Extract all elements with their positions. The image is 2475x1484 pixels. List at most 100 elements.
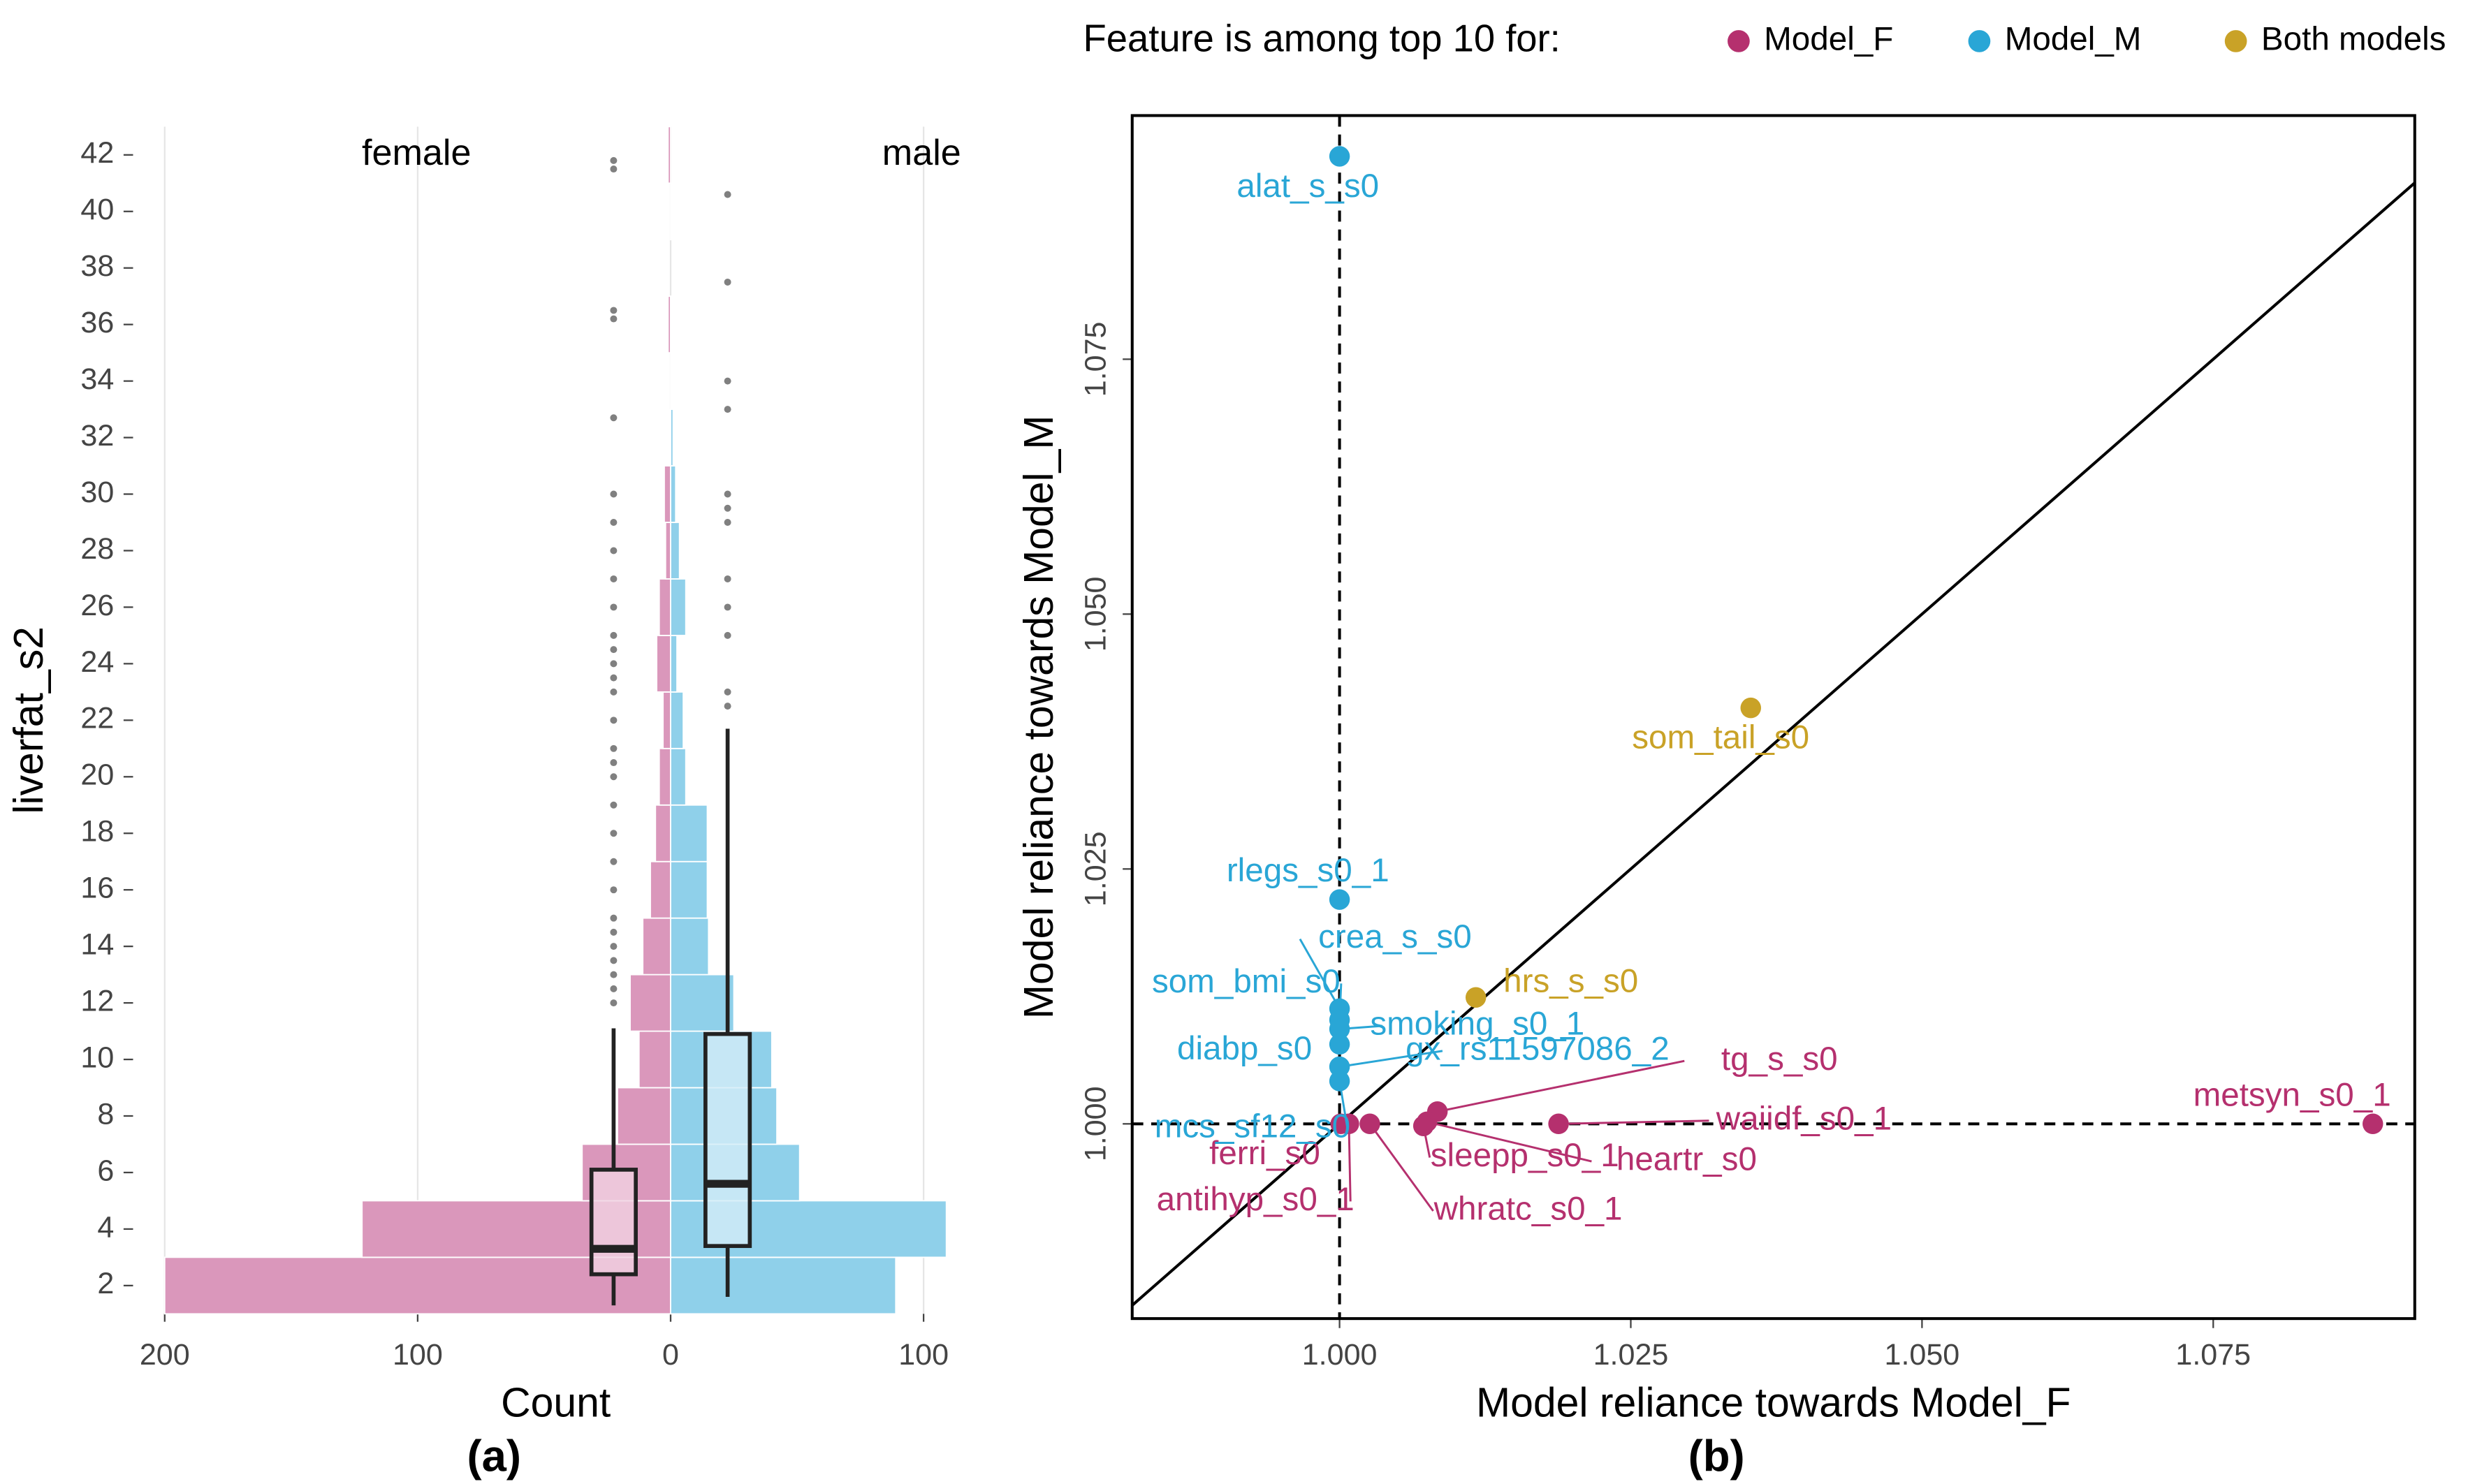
y-tick-label: 12 xyxy=(80,984,114,1018)
bar xyxy=(670,578,687,636)
point-label: smoking_s0_1 xyxy=(1370,1006,1584,1043)
outlier xyxy=(610,744,618,752)
legend-label: Model_F xyxy=(1764,21,1893,58)
legend-label: Model_M xyxy=(2005,21,2142,58)
bar xyxy=(670,974,735,1032)
outlier xyxy=(610,631,618,639)
box xyxy=(589,1168,638,1277)
panel-label: (b) xyxy=(1688,1432,1745,1481)
legend-title: Feature is among top 10 for: xyxy=(1083,17,1561,59)
point-label: tg_s_s0 xyxy=(1721,1041,1838,1078)
bar xyxy=(664,465,671,523)
outlier xyxy=(610,985,618,992)
bar xyxy=(670,182,673,241)
bar xyxy=(670,804,708,862)
point-label: mcs_sf12_s0 xyxy=(1155,1108,1350,1145)
outlier xyxy=(610,759,618,767)
point xyxy=(1329,1034,1350,1055)
outlier xyxy=(610,307,618,314)
x-tick-label: 200 xyxy=(140,1338,190,1372)
point-label: som_tail_s0 xyxy=(1632,719,1809,756)
bar xyxy=(670,691,685,749)
series-label: male xyxy=(882,133,961,173)
outlier xyxy=(610,801,618,809)
y-axis-title: liverfat_s2 xyxy=(6,626,52,814)
bar xyxy=(658,578,671,636)
point-label: antihyp_s0_1 xyxy=(1157,1181,1355,1218)
bar xyxy=(650,860,671,919)
outlier xyxy=(724,519,731,526)
point xyxy=(1412,1115,1434,1136)
bar xyxy=(670,352,673,411)
outlier xyxy=(610,414,618,422)
y-tick-label: 42 xyxy=(80,136,114,170)
point xyxy=(1329,1018,1350,1040)
y-tick-label: 6 xyxy=(97,1154,114,1187)
y-tick-label: 30 xyxy=(80,476,114,509)
point xyxy=(2363,1113,2383,1135)
y-tick-label: 10 xyxy=(80,1041,114,1074)
outlier xyxy=(610,603,618,611)
y-tick-label: 40 xyxy=(80,193,114,226)
x-axis-title: Model reliance towards Model_F xyxy=(1476,1380,2071,1425)
bar xyxy=(163,1256,671,1315)
outlier xyxy=(610,547,618,554)
leader-line xyxy=(1558,1119,1709,1125)
point-label: rlegs_s0_1 xyxy=(1227,852,1389,889)
outlier xyxy=(610,914,618,922)
point-label: alat_s_s0 xyxy=(1236,168,1379,205)
point-label: heartr_s0 xyxy=(1616,1141,1757,1178)
point-label: sleepp_s0_1 xyxy=(1431,1137,1619,1174)
leader-line xyxy=(1299,938,1341,1010)
outlier xyxy=(724,490,731,498)
point-label: hrs_s_s0 xyxy=(1503,962,1638,999)
point-label: ferri_s0 xyxy=(1209,1135,1320,1172)
outlier xyxy=(610,688,618,696)
point-label: diabp_s0 xyxy=(1177,1030,1312,1067)
y-tick-label: 32 xyxy=(80,419,114,453)
y-tick-label: 26 xyxy=(80,589,114,622)
y-tick-label: 1.075 xyxy=(1079,322,1112,397)
outlier xyxy=(610,717,618,724)
point-label: metsyn_s0_1 xyxy=(2193,1076,2391,1113)
outlier xyxy=(610,957,618,964)
point-label: som_bmi_s0 xyxy=(1152,963,1341,1000)
legend-marker xyxy=(1968,30,1991,52)
x-tick-label: 0 xyxy=(662,1338,679,1372)
plot-frame xyxy=(1130,114,2416,1321)
bar xyxy=(617,1087,671,1145)
outlier xyxy=(610,575,618,582)
bar xyxy=(670,465,677,523)
bar xyxy=(655,804,671,862)
outlier xyxy=(610,315,618,323)
y-tick-label: 18 xyxy=(80,815,114,848)
point xyxy=(1329,146,1350,167)
leader-line xyxy=(1339,1050,1443,1068)
outlier xyxy=(610,943,618,950)
x-tick-label: 1.000 xyxy=(1302,1338,1378,1372)
leader-line xyxy=(1368,1123,1434,1212)
x-tick-label: 100 xyxy=(393,1338,443,1372)
series-label: female xyxy=(362,133,471,173)
outlier xyxy=(724,191,731,198)
point xyxy=(1359,1113,1380,1135)
y-tick-label: 28 xyxy=(80,532,114,566)
point xyxy=(1338,1113,1359,1135)
y-tick-label: 38 xyxy=(80,249,114,283)
outlier xyxy=(724,575,731,582)
legend-marker xyxy=(2224,30,2247,52)
outlier xyxy=(724,406,731,413)
box xyxy=(703,1031,752,1249)
bar xyxy=(642,917,671,976)
outlier xyxy=(610,166,618,173)
leader-line xyxy=(1437,1059,1685,1113)
outlier xyxy=(610,773,618,781)
bar xyxy=(629,974,671,1032)
outlier xyxy=(610,646,618,654)
point xyxy=(1329,1056,1350,1078)
bar xyxy=(670,409,674,466)
point xyxy=(1548,1113,1569,1135)
bar xyxy=(667,126,671,184)
y-tick-label: 22 xyxy=(80,702,114,735)
